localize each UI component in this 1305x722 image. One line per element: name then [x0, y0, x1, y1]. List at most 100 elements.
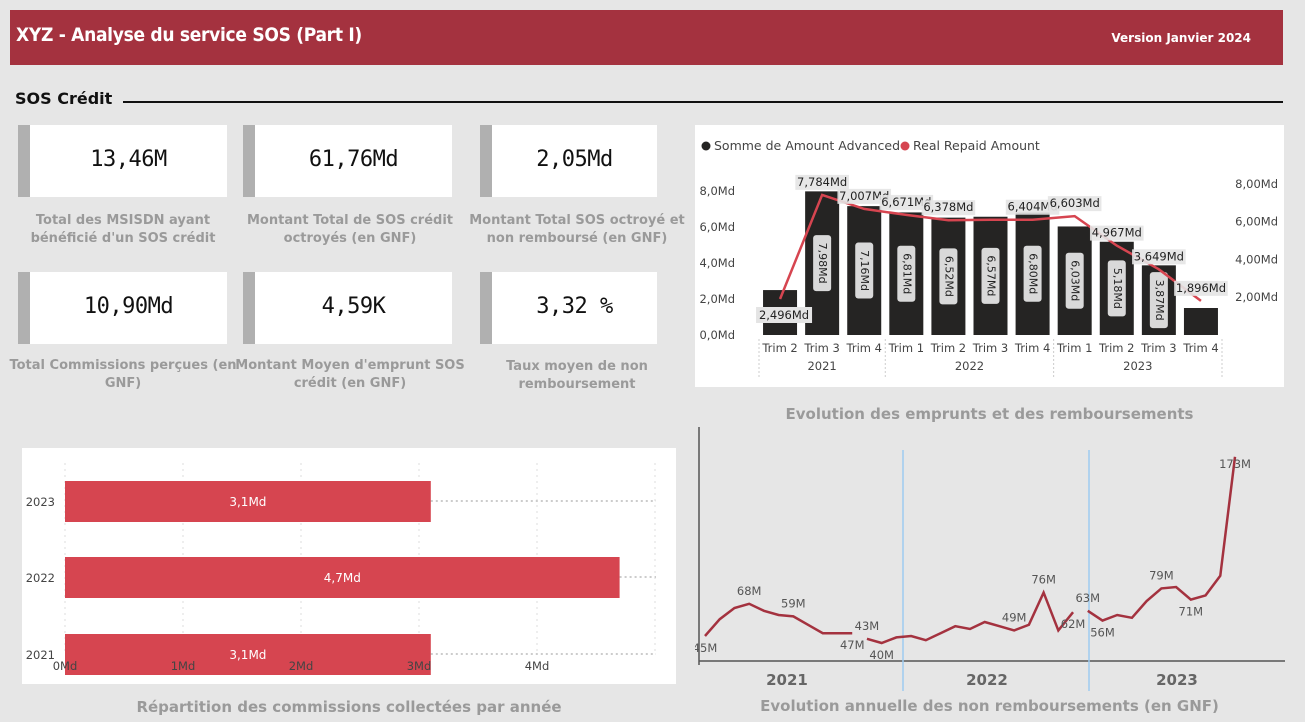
kpi-label: Taux moyen de non remboursement [506, 359, 648, 392]
line-data-label: 7,784Md [797, 175, 847, 189]
kpi-accent-bar [18, 125, 30, 197]
x-tick-label: Trim 4 [1182, 341, 1218, 355]
bar-data-label: 6,57Md [985, 255, 998, 296]
x-tick-label: Trim 1 [888, 341, 924, 355]
header-banner: XYZ - Analyse du service SOS (Part I) Ve… [10, 10, 1283, 65]
combo-chart-card[interactable]: Somme de Amount Advanced Real Repaid Amou… [695, 125, 1284, 387]
bar-label-bg [897, 245, 916, 302]
kpi-card-commissions[interactable]: 10,90Md [18, 272, 227, 344]
x-tick-label: Trim 3 [803, 341, 839, 355]
line-data-label: 68M [737, 584, 762, 598]
y-tick-label: 8,0Md [699, 184, 735, 198]
kpi-value: 10,90Md [83, 294, 174, 319]
y-tick-label: 4,0Md [699, 256, 735, 270]
line-data-label: 79M [1149, 568, 1174, 582]
line-data-label: 173M [1219, 457, 1251, 471]
bar-label-bg [939, 248, 958, 305]
y2-tick-label: 2,00Md [1235, 290, 1278, 304]
line-label-bg [921, 200, 976, 216]
line-real-repaid [778, 193, 1202, 302]
kpi-accent-bar [480, 272, 492, 344]
legend-marker [701, 141, 711, 151]
kpi-accent-bar [480, 125, 492, 197]
kpi-accent-bar [243, 272, 255, 344]
kpi-card-msisdn[interactable]: 13,46M [18, 125, 227, 197]
line-data-label: 56M [1090, 626, 1115, 640]
line-label-bg [1047, 196, 1102, 212]
line-data-label: 40M [869, 648, 894, 662]
line-data-label: 76M [1031, 573, 1056, 587]
line-label-bg [1132, 249, 1186, 265]
line-data-label: 3,649Md [1134, 249, 1184, 263]
y2-tick-label: 4,00Md [1235, 252, 1278, 266]
commission-chart-card[interactable]: 3,1Md 2023 4,7Md 2022 3,1Md 2021 0Md 1Md 2Md 3Md 4… [22, 448, 676, 684]
line-data-label: 59M [781, 596, 806, 610]
line-data-label: 6,378Md [923, 200, 973, 214]
page-title: XYZ - Analyse du service SOS (Part I) [16, 24, 362, 46]
nonrepay-line [704, 602, 853, 637]
bar-data-label: 3,87Md [1153, 280, 1166, 321]
x-tick-label: Trim 2 [761, 341, 797, 355]
line-label-bg [1089, 225, 1144, 241]
bar-label-bg [1149, 272, 1168, 329]
kpi-label: Total des MSISDN ayant bénéficié d'un SO… [30, 213, 216, 246]
x-tick-label: 0Md [53, 659, 78, 673]
kpi-card-total-credit[interactable]: 61,76Md [243, 125, 452, 197]
kpi-label: Montant Moyen d'emprunt SOS crédit (en G… [235, 358, 465, 391]
line-label-bg [1174, 280, 1228, 296]
kpi-card-average[interactable]: 4,59K [243, 272, 452, 344]
kpi-accent-bar [243, 125, 255, 197]
kpi-value: 4,59K [321, 294, 386, 319]
bar-data-label: 2,496Md [759, 308, 809, 322]
bar-label-bg [981, 247, 1000, 304]
line-data-label: 6,603Md [1050, 196, 1100, 210]
line-data-label: 7,007Md [839, 189, 889, 203]
year-label: 2023 [1123, 359, 1152, 373]
nonrepay-line [1087, 456, 1237, 622]
bar-amount-advanced [1183, 308, 1218, 335]
bar-label-bg [855, 242, 874, 299]
bar-data-label: 4,7Md [324, 571, 361, 585]
nonrepay-line-chart[interactable]: 45M 68M 59M 47M 43M 40M 49M 76M 62M 63M 56M 79M 71M 1… [695, 425, 1290, 695]
kpi-card-rate[interactable]: 3,32 % [480, 272, 657, 344]
x-tick-label: 2Md [289, 659, 314, 673]
x-tick-label: Trim 4 [846, 341, 882, 355]
line-data-label: 47M [840, 638, 865, 652]
x-tick-label: 3Md [407, 659, 432, 673]
line-label-bg [1005, 199, 1060, 215]
y2-tick-label: 6,00Md [1235, 215, 1278, 229]
line-data-label: 62M [1061, 617, 1086, 631]
combo-chart[interactable]: Somme de Amount Advanced Real Repaid Amou… [695, 125, 1284, 387]
bar-label-bg [1065, 252, 1084, 309]
bar-data-label: 6,03Md [1069, 260, 1082, 301]
bar-data-label: 5,18Md [1111, 268, 1124, 309]
kpi-label: Total Commissions perçues (en GNF) [9, 358, 237, 391]
bar-data-label: 6,52Md [942, 256, 955, 297]
x-tick-label: Trim 1 [1056, 341, 1092, 355]
commission-chart-title: Répartition des commissions collectées p… [136, 698, 562, 716]
kpi-card-unpaid[interactable]: 2,05Md [480, 125, 657, 197]
kpi-label: Montant Total de SOS crédit octroyés (en… [246, 213, 453, 246]
section-title: SOS Crédit [15, 89, 113, 108]
year-label: 2023 [1156, 671, 1198, 689]
x-tick-label: Trim 3 [1140, 341, 1176, 355]
line-label-bg [879, 194, 934, 210]
bar-data-label: 3,1Md [229, 648, 266, 662]
bar-data-label: 6,81Md [900, 253, 913, 294]
x-tick-label: 4Md [525, 659, 550, 673]
x-tick-label: Trim 2 [1098, 341, 1134, 355]
bar-data-label: 7,16Md [858, 250, 871, 291]
bar-label-bg [756, 307, 813, 323]
commission-bar [65, 481, 431, 522]
y-tick-label: 2,0Md [699, 292, 735, 306]
combo-chart-title: Evolution des emprunts et des remboursem… [785, 405, 1194, 423]
line-data-label: 43M [855, 619, 880, 633]
version-label: Version Janvier 2024 [1111, 31, 1251, 45]
kpi-label: Montant Total SOS octroyé et non rembour… [469, 213, 685, 246]
line-data-label: 71M [1179, 605, 1204, 619]
line-data-label: 45M [695, 641, 717, 655]
legend-label: Somme de Amount Advanced [714, 138, 900, 153]
legend-marker [900, 141, 910, 151]
kpi-value: 13,46M [90, 147, 167, 172]
